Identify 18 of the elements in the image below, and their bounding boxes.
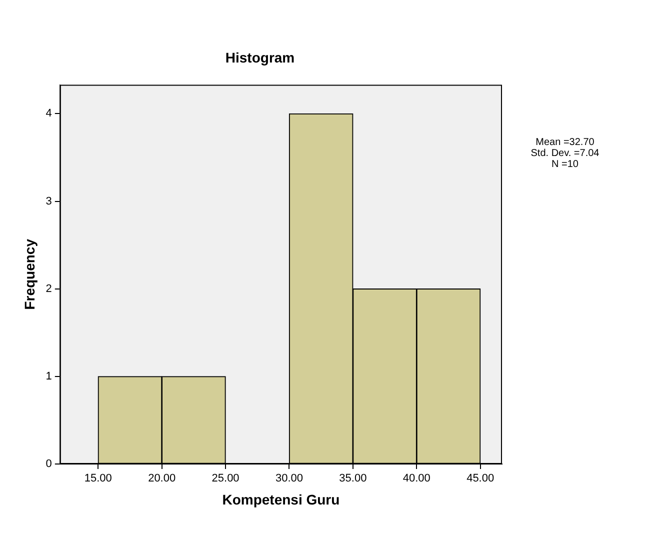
x-tick-label: 15.00 xyxy=(84,472,112,485)
text: N =10 xyxy=(550,159,580,170)
x-axis-title: Kompetensi Guru xyxy=(222,491,340,508)
x-tick-label: 40.00 xyxy=(402,472,430,485)
y-tick-label: 4 xyxy=(46,108,52,120)
x-tick-label: 20.00 xyxy=(148,472,176,485)
x-tick-label: 30.00 xyxy=(275,472,304,485)
y-tick-label: 2 xyxy=(46,282,52,295)
x-tick-label: 25.00 xyxy=(212,472,240,485)
text: Mean =32.70 xyxy=(534,137,596,148)
y-tick-label: 0 xyxy=(46,458,52,470)
x-tick-label: 45.00 xyxy=(466,472,494,485)
y-tick-label: 1 xyxy=(46,370,52,382)
text: Std. Dev. =7.04 xyxy=(530,148,600,159)
y-tick-label: 3 xyxy=(46,195,52,208)
x-tick-label: 35.00 xyxy=(339,472,367,485)
chart-title: Histogram xyxy=(225,49,295,66)
y-axis-title: Frequency xyxy=(21,238,38,310)
